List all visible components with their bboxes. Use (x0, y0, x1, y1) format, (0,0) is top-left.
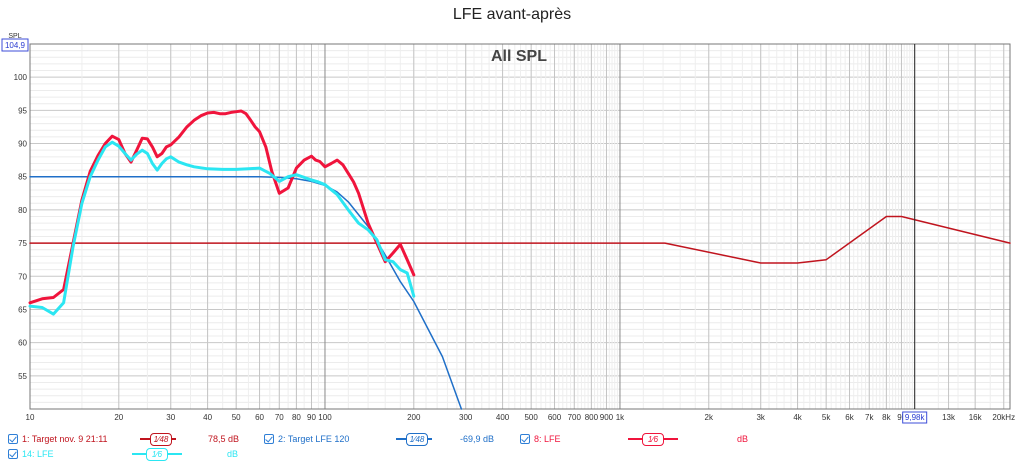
legend-value: dB (227, 449, 239, 459)
y-tick-label: 55 (18, 372, 27, 381)
y-tick-label: 100 (14, 73, 28, 82)
legend-item-target-lfe120[interactable]: 2: Target LFE 120 (264, 432, 349, 446)
y-axis-label-group: SPL 104,9 (1, 33, 29, 52)
legend-value: 78,5 dB (208, 434, 240, 444)
cursor-readout: 9,98k (905, 413, 926, 422)
series-line-1 (29, 215, 1011, 264)
x-tick-label: 80 (292, 413, 301, 422)
legend-value: dB (737, 434, 749, 444)
checkbox-icon[interactable] (520, 434, 530, 444)
x-tick-label: 10 (26, 413, 35, 422)
chart-plot[interactable]: All SPL SPL 104,9 55 60 65 70 75 80 85 90 95 100 1… (0, 0, 1024, 430)
x-tick-label: 500 (524, 413, 538, 422)
legend-label: 14: LFE (22, 449, 54, 459)
smoothing-label: 1⁄6 (146, 448, 168, 461)
series-line-4 (28, 140, 416, 316)
x-tick-label: 200 (407, 413, 421, 422)
y-tick-label: 85 (18, 173, 27, 182)
x-tick-label: 20kHz (992, 413, 1015, 422)
cursor-readout-box (902, 411, 928, 424)
smoothing-label: 1⁄48 (150, 433, 172, 446)
chart-subtitle: All SPL (491, 48, 547, 65)
y-tick-label: 60 (18, 339, 27, 348)
x-tick-label: 20 (114, 413, 123, 422)
x-tick-label: 9k (897, 413, 906, 422)
x-tick-label: 300 (459, 413, 473, 422)
x-tick-label: 2k (705, 413, 714, 422)
x-tick-label: 800 (585, 413, 599, 422)
chart-title: LFE avant-après (452, 6, 572, 23)
y-axis-label: SPL (8, 33, 21, 40)
legend-value: -69,9 dB (460, 434, 495, 444)
x-tick-label: 60 (255, 413, 264, 422)
x-tick-label: 3k (756, 413, 765, 422)
y-tick-label: 70 (18, 272, 27, 281)
x-tick-label: 600 (548, 413, 562, 422)
y-tick-label: 90 (18, 140, 27, 149)
x-tick-label: 30 (166, 413, 175, 422)
x-tick-label: 90 (307, 413, 316, 422)
x-tick-label: 4k (793, 413, 802, 422)
legend-item-lfe-14[interactable]: 14: LFE (8, 447, 54, 461)
smoothing-label: 1⁄48 (406, 433, 428, 446)
y-axis-top-readout: 104,9 (5, 41, 26, 50)
x-tick-label: 50 (232, 413, 241, 422)
legend-label: 8: LFE (534, 434, 561, 444)
legend-item-target-nov9[interactable]: 1: Target nov. 9 21:11 (8, 432, 108, 446)
plot-frame (29, 43, 1011, 410)
checkbox-icon[interactable] (264, 434, 274, 444)
legend-label: 2: Target LFE 120 (278, 434, 350, 444)
series-line-2 (29, 175, 463, 410)
x-tick-label: 8k (882, 413, 891, 422)
x-tick-label: 13k (942, 413, 956, 422)
legend: 1: Target nov. 9 21:11 1⁄48 78,5 dB 2: T… (0, 430, 1024, 462)
smoothing-button[interactable]: 1⁄48 (140, 433, 176, 446)
checkbox-icon[interactable] (8, 449, 18, 459)
legend-label: 1: Target nov. 9 21:11 (22, 434, 108, 444)
x-tick-label: 6k (845, 413, 854, 422)
y-tick-label: 65 (18, 305, 27, 314)
legend-item-lfe-8[interactable]: 8: LFE (520, 432, 561, 446)
x-tick-label: 7k (865, 413, 874, 422)
series-line-3 (28, 109, 416, 305)
x-tick-label: 100 (318, 413, 332, 422)
y-tick-label: 95 (18, 106, 27, 115)
checkbox-icon[interactable] (8, 434, 18, 444)
y-tick-label: 75 (18, 239, 27, 248)
x-tick-label: 5k (822, 413, 831, 422)
smoothing-button[interactable]: 1⁄6 (132, 448, 182, 461)
x-tick-label: 16k (969, 413, 983, 422)
y-tick-label: 80 (18, 206, 27, 215)
x-tick-label: 40 (203, 413, 212, 422)
smoothing-button[interactable]: 1⁄6 (628, 433, 678, 446)
x-tick-label: 900 (600, 413, 614, 422)
smoothing-label: 1⁄6 (642, 433, 664, 446)
x-tick-label: 700 (568, 413, 582, 422)
x-tick-label: 400 (496, 413, 510, 422)
x-tick-label: 70 (275, 413, 284, 422)
smoothing-button[interactable]: 1⁄48 (396, 433, 432, 446)
x-tick-label: 1k (616, 413, 625, 422)
